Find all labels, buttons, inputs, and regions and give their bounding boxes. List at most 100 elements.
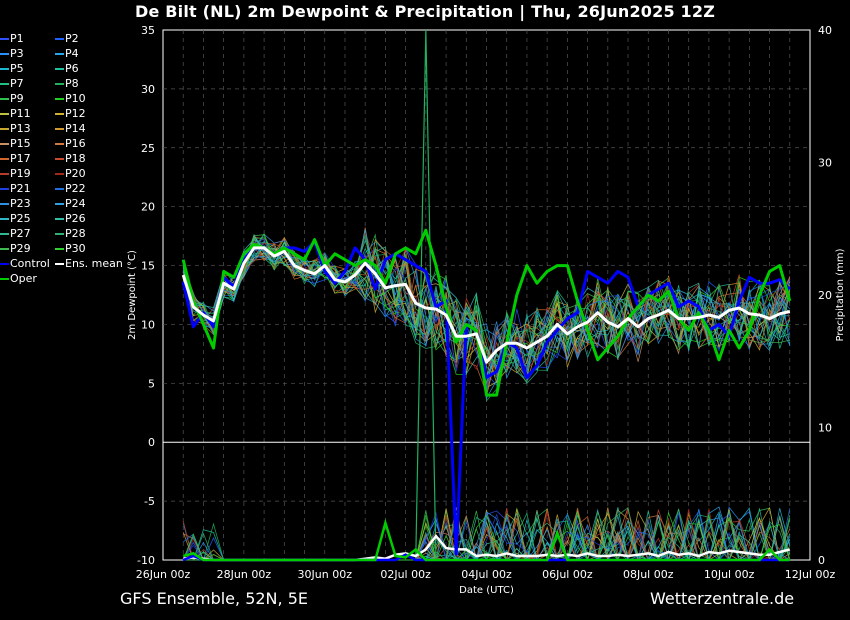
legend-swatch <box>55 52 64 55</box>
ensemble-member-line <box>182 229 791 400</box>
legend-swatch <box>0 262 9 265</box>
legend-item: P2 <box>55 32 79 45</box>
legend-label: P7 <box>10 77 24 90</box>
legend-label: P20 <box>65 167 86 180</box>
legend-item: P18 <box>55 152 86 165</box>
chart-title: De Bilt (NL) 2m Dewpoint & Precipitation… <box>134 2 716 21</box>
legend-swatch <box>0 112 9 115</box>
legend-item: P30 <box>55 242 86 255</box>
legend-label: P3 <box>10 47 24 60</box>
legend-label: Control <box>10 257 50 270</box>
legend-item: P15 <box>0 137 31 150</box>
legend-swatch <box>0 97 9 100</box>
legend-swatch <box>55 172 64 175</box>
x-tick-label: 04Jul 00z <box>461 568 512 581</box>
legend-label: P27 <box>10 227 31 240</box>
legend-label: P12 <box>65 107 86 120</box>
y-tick-label: 25 <box>141 142 155 155</box>
x-tick-label: 28Jun 00z <box>217 568 272 581</box>
precip-spike-line <box>415 29 437 561</box>
legend-swatch <box>55 262 64 265</box>
legend-item: P8 <box>55 77 79 90</box>
legend-item: P22 <box>55 182 86 195</box>
legend-label: P26 <box>65 212 86 225</box>
legend-item: P19 <box>0 167 31 180</box>
legend-item: P28 <box>55 227 86 240</box>
legend-swatch <box>0 232 9 235</box>
series-line <box>181 228 792 397</box>
y-tick-label: 10 <box>141 318 155 331</box>
legend-label: P21 <box>10 182 31 195</box>
legend-swatch <box>0 52 9 55</box>
legend-item: Oper <box>0 272 37 285</box>
ensemble-member-line <box>182 234 791 374</box>
legend-label: P15 <box>10 137 31 150</box>
x-tick-label: 08Jul 00z <box>623 568 674 581</box>
legend-swatch <box>55 142 64 145</box>
legend-item: P16 <box>55 137 86 150</box>
legend-label: P1 <box>10 32 24 45</box>
legend-item: P9 <box>0 92 24 105</box>
ensemble-member-line <box>182 234 790 383</box>
y2-tick-label: 30 <box>818 157 832 170</box>
x-tick-label: 26Jun 00z <box>136 568 191 581</box>
legend-item: P10 <box>55 92 86 105</box>
y-tick-label: 15 <box>141 260 155 273</box>
legend-swatch <box>0 247 9 250</box>
legend-swatch <box>55 157 64 160</box>
legend-item: P4 <box>55 47 79 60</box>
y2-tick-label: 40 <box>818 24 832 37</box>
legend-swatch <box>55 37 64 40</box>
series-line <box>181 246 791 364</box>
legend-swatch <box>55 187 64 190</box>
legend-swatch <box>0 277 9 280</box>
precip-series-line <box>182 518 790 562</box>
legend-label: P10 <box>65 92 86 105</box>
legend-item: Control <box>0 257 50 270</box>
legend-label: P22 <box>65 182 86 195</box>
legend-swatch <box>55 217 64 220</box>
y-tick-label: 20 <box>141 201 155 214</box>
y2-axis-label: Precipitation (mm) <box>835 248 846 341</box>
legend-swatch <box>0 127 9 130</box>
y2-tick-label: 10 <box>818 422 832 435</box>
legend-label: P8 <box>65 77 79 90</box>
legend-item: P20 <box>55 167 86 180</box>
legend-label: P29 <box>10 242 31 255</box>
legend-swatch <box>0 187 9 190</box>
x-tick-label: 12Jul 00z <box>785 568 836 581</box>
y-tick-label: -10 <box>137 554 155 567</box>
legend-swatch <box>0 142 9 145</box>
legend-item: P29 <box>0 242 31 255</box>
x-tick-label: 02Jul 00z <box>380 568 431 581</box>
y2-tick-label: 0 <box>818 554 825 567</box>
y-tick-label: 5 <box>148 377 155 390</box>
site-label: Wetterzentrale.de <box>650 589 795 608</box>
legend-swatch <box>0 67 9 70</box>
legend-item: P24 <box>55 197 86 210</box>
legend-label: P17 <box>10 152 31 165</box>
legend-swatch <box>55 82 64 85</box>
legend-label: P24 <box>65 197 86 210</box>
legend-label: P23 <box>10 197 31 210</box>
ensemble-member-line <box>182 232 790 367</box>
legend-swatch <box>55 232 64 235</box>
legend-label: Ens. mean <box>65 257 123 270</box>
legend-swatch <box>55 127 64 130</box>
y2-tick-label: 20 <box>818 289 832 302</box>
legend-item: P27 <box>0 227 31 240</box>
legend-item: P5 <box>0 62 24 75</box>
legend-label: P25 <box>10 212 31 225</box>
legend-item: P26 <box>55 212 86 225</box>
legend-swatch <box>0 37 9 40</box>
legend-label: P18 <box>65 152 86 165</box>
legend-item: Ens. mean <box>55 257 123 270</box>
y-tick-label: 0 <box>148 436 155 449</box>
legend-item: P25 <box>0 212 31 225</box>
legend-item: P23 <box>0 197 31 210</box>
legend-label: P11 <box>10 107 31 120</box>
legend-item: P14 <box>55 122 86 135</box>
x-tick-label: 06Jul 00z <box>542 568 593 581</box>
legend-item: P7 <box>0 77 24 90</box>
